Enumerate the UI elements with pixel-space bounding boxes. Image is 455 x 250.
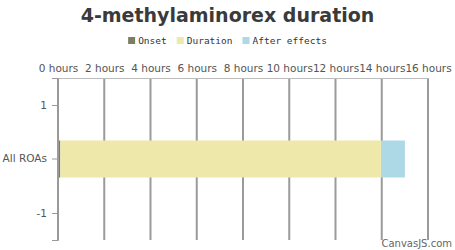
y-tick-mark xyxy=(52,105,58,106)
legend: Onset Duration After effects xyxy=(128,35,327,46)
grid-line xyxy=(427,78,429,240)
y-tick: 1 xyxy=(40,99,58,111)
x-tick-label: 0 hours xyxy=(39,62,79,74)
bars xyxy=(58,141,405,178)
legend-swatch xyxy=(128,37,135,44)
category-tick-mark xyxy=(52,159,58,160)
x-tick: 16 hours xyxy=(405,62,451,78)
x-tick-label: 12 hours xyxy=(313,62,359,74)
x-tick: 8 hours xyxy=(224,62,264,78)
y-tick: -1 xyxy=(37,207,58,219)
x-tick: 0 hours xyxy=(39,62,79,78)
title: 4-methylaminorex duration xyxy=(81,4,375,26)
x-tick-label: 2 hours xyxy=(85,62,125,74)
bar xyxy=(382,141,405,178)
x-tick: 10 hours xyxy=(267,62,313,78)
grid xyxy=(58,78,428,240)
credit: CanvasJS.com xyxy=(381,238,452,249)
category-labels: All ROAs xyxy=(3,152,58,164)
x-tick-label: 14 hours xyxy=(359,62,405,74)
legend-label: After effects xyxy=(253,35,327,46)
y-axis-line xyxy=(52,79,59,241)
x-tick-label: 8 hours xyxy=(224,62,264,74)
legend-label: Onset xyxy=(138,35,167,46)
chart: 4-methylaminorex duration Onset Duration Af… xyxy=(0,0,455,250)
x-axis-line xyxy=(59,78,429,79)
legend-swatch xyxy=(177,37,184,44)
legend-label: Duration xyxy=(187,35,233,46)
x-tick-label: 10 hours xyxy=(267,62,313,74)
x-tick: 12 hours xyxy=(313,62,359,78)
x-tick: 14 hours xyxy=(359,62,405,78)
x-axis: 0 hours 2 hours 4 hours 6 hours 8 hours10 ho… xyxy=(39,62,452,79)
x-tick-label: 4 hours xyxy=(131,62,171,74)
bar xyxy=(60,141,381,178)
x-tick: 6 hours xyxy=(177,62,217,78)
legend-item: Onset xyxy=(128,35,167,46)
y-tick-label: 1 xyxy=(40,99,47,111)
legend-item: After effects xyxy=(243,35,327,46)
y-tick-label: -1 xyxy=(37,207,47,219)
legend-item: Duration xyxy=(177,35,233,46)
x-tick: 4 hours xyxy=(131,62,171,78)
x-tick-label: 6 hours xyxy=(177,62,217,74)
x-tick: 2 hours xyxy=(85,62,125,78)
legend-swatch xyxy=(243,37,250,44)
category-label: All ROAs xyxy=(3,152,47,164)
y-tick-mark xyxy=(52,213,58,214)
x-tick-label: 16 hours xyxy=(405,62,451,74)
